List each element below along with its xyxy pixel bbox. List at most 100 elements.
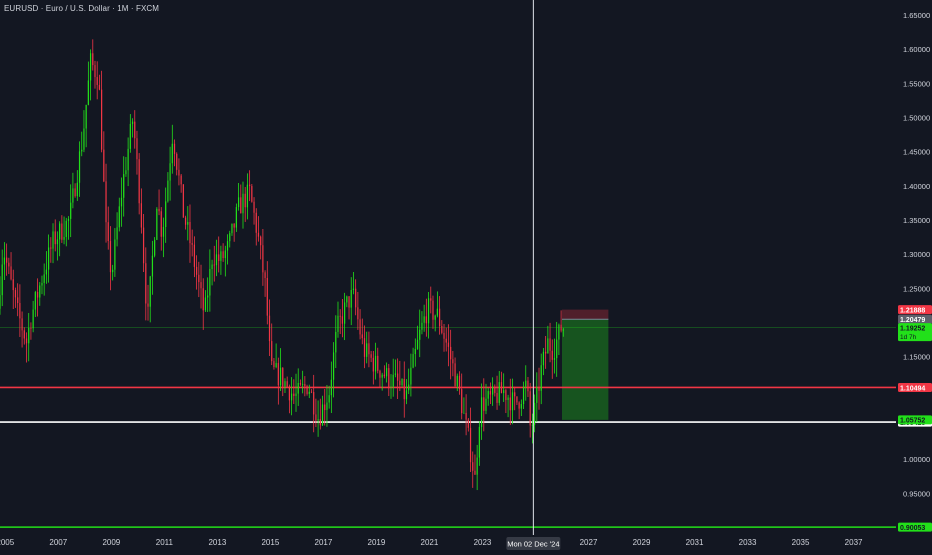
candle bbox=[381, 372, 383, 391]
candle bbox=[96, 61, 98, 100]
candle bbox=[463, 397, 465, 414]
candle-body bbox=[434, 315, 436, 320]
candle-body bbox=[408, 384, 410, 391]
candle-body bbox=[76, 182, 78, 197]
candle-body bbox=[516, 396, 518, 403]
candle bbox=[496, 375, 498, 410]
candle-body bbox=[52, 231, 54, 249]
take-profit-zone[interactable] bbox=[561, 319, 609, 420]
candle-body bbox=[149, 276, 151, 307]
candle bbox=[531, 413, 533, 444]
candle bbox=[427, 291, 430, 339]
candle bbox=[92, 39, 94, 71]
candle bbox=[59, 221, 61, 257]
candle-body bbox=[235, 207, 237, 228]
candle-body bbox=[154, 239, 156, 256]
candle bbox=[107, 206, 109, 250]
candle-body bbox=[3, 257, 6, 265]
candle bbox=[533, 394, 536, 433]
candle-body bbox=[109, 241, 112, 273]
position-tool[interactable] bbox=[561, 309, 609, 420]
current-price-label: 1.19252 bbox=[900, 325, 925, 332]
candle-body bbox=[14, 290, 17, 298]
candle bbox=[178, 158, 180, 186]
candle-body bbox=[193, 244, 196, 267]
candle-body bbox=[231, 223, 233, 234]
candle-body bbox=[403, 378, 405, 400]
candle-body bbox=[350, 289, 352, 308]
candle bbox=[357, 291, 359, 330]
candle-body bbox=[547, 338, 549, 354]
candle-body bbox=[430, 298, 432, 301]
candle bbox=[226, 234, 229, 265]
price-axis[interactable]: 1.65000 1.60000 1.55000 1.50000 1.45000 1.400… bbox=[896, 0, 932, 550]
candle bbox=[432, 295, 434, 329]
candle bbox=[193, 236, 196, 278]
candle-body bbox=[233, 223, 235, 228]
candle bbox=[478, 420, 480, 466]
x-tick-label: 2031 bbox=[686, 538, 704, 547]
candle-body bbox=[295, 393, 297, 397]
candle bbox=[200, 264, 202, 309]
candle-body bbox=[397, 373, 399, 381]
candle-body bbox=[180, 175, 182, 185]
candle-body bbox=[533, 402, 536, 425]
candle bbox=[443, 323, 445, 352]
candle bbox=[317, 400, 319, 437]
candle-body bbox=[127, 148, 129, 171]
candle bbox=[339, 309, 341, 335]
candle-body bbox=[251, 186, 253, 202]
y-tick-label: 1.60000 bbox=[903, 45, 930, 54]
candle bbox=[321, 395, 324, 426]
candle bbox=[551, 339, 553, 379]
candle-body bbox=[538, 387, 540, 391]
candle-body bbox=[463, 412, 465, 414]
candle bbox=[556, 321, 558, 377]
candle-body bbox=[542, 351, 545, 366]
candle bbox=[275, 343, 277, 369]
candle-body bbox=[304, 384, 306, 387]
candle-body bbox=[222, 251, 224, 259]
candle bbox=[330, 361, 332, 414]
candle bbox=[430, 286, 432, 314]
candle bbox=[350, 277, 352, 326]
candle-body bbox=[200, 282, 202, 289]
candle-body bbox=[467, 419, 469, 428]
candle bbox=[487, 387, 489, 406]
candle-body bbox=[286, 381, 288, 387]
candle bbox=[187, 206, 189, 241]
candle-body bbox=[125, 170, 127, 175]
y-tick-label: 1.15000 bbox=[903, 353, 930, 362]
candle-body bbox=[344, 302, 346, 324]
candle bbox=[465, 394, 467, 436]
candle-body bbox=[438, 308, 441, 327]
candle-body bbox=[553, 358, 556, 360]
candle-body bbox=[67, 218, 70, 221]
candle bbox=[282, 367, 284, 397]
candle-body bbox=[379, 370, 381, 378]
candle-body bbox=[140, 203, 142, 228]
candle bbox=[388, 363, 390, 397]
candle bbox=[56, 231, 59, 261]
candle bbox=[558, 323, 560, 356]
candle-body bbox=[264, 272, 266, 279]
candle-body bbox=[167, 180, 169, 202]
candle bbox=[211, 259, 213, 286]
candle-body bbox=[498, 382, 500, 403]
candle bbox=[363, 325, 366, 369]
candle bbox=[231, 223, 233, 236]
candle bbox=[416, 325, 419, 350]
candle bbox=[8, 257, 10, 275]
stop-loss-zone[interactable] bbox=[561, 309, 609, 320]
candle-body bbox=[522, 386, 525, 405]
candle bbox=[394, 359, 397, 378]
candle bbox=[114, 228, 116, 277]
candle-body bbox=[562, 329, 564, 331]
candle-body bbox=[21, 318, 23, 331]
candle bbox=[235, 203, 237, 232]
candle-body bbox=[527, 380, 529, 392]
candle bbox=[328, 385, 330, 409]
time-axis[interactable]: 2005 2007 2009 2011 2013 2015 2017 2019 2021 2023… bbox=[0, 535, 932, 550]
